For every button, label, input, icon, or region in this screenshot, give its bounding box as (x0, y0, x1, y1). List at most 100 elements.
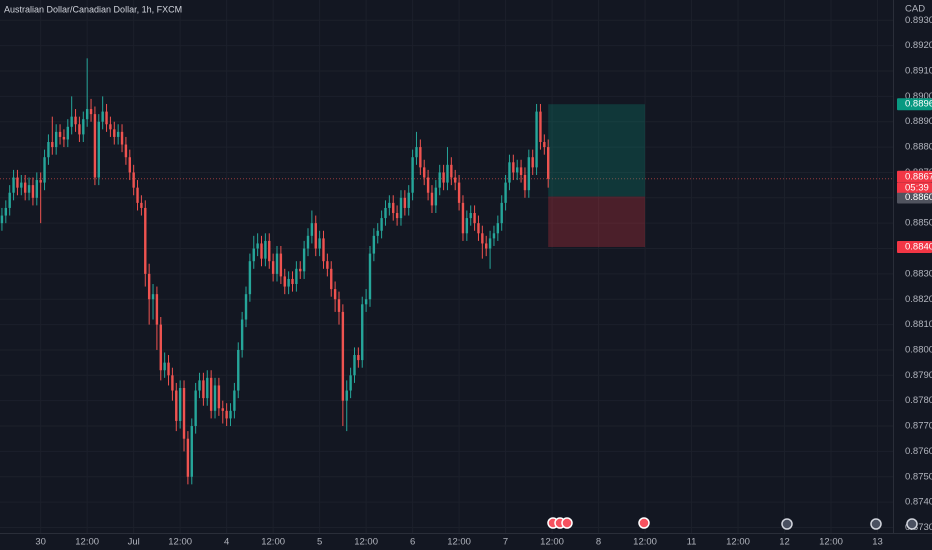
x-tick-label: 12:00 (75, 537, 99, 548)
candle-body (349, 375, 352, 391)
candle-body (31, 185, 35, 198)
x-tick-label: 8 (596, 537, 601, 548)
candle-body (198, 380, 201, 391)
candle-body (233, 390, 236, 411)
candle-body (271, 261, 275, 274)
candle-body (361, 304, 364, 361)
event-icon[interactable] (638, 517, 650, 529)
x-tick-label: 12:00 (354, 537, 378, 548)
candle-body (481, 233, 484, 244)
candle-body (357, 355, 360, 361)
candle-body (535, 111, 538, 168)
candle-body (275, 253, 279, 274)
price-label-bg (897, 170, 932, 183)
candle-body (58, 131, 62, 137)
candle-body (124, 144, 128, 158)
position-tool[interactable] (548, 104, 646, 247)
candle-body (62, 136, 66, 140)
candle-body (485, 243, 488, 249)
candle-body (442, 172, 445, 183)
candle-body (206, 377, 209, 399)
candle-body (248, 261, 252, 295)
y-axis-label: CAD (905, 4, 925, 15)
candle-body (461, 202, 465, 234)
candle-body (512, 162, 515, 173)
x-tick-label: 12:00 (168, 537, 192, 548)
event-icon[interactable] (906, 518, 918, 530)
candle-body (256, 243, 259, 249)
candle-body (504, 182, 507, 203)
x-tick-label: 12:00 (261, 537, 285, 548)
candle-body (469, 213, 472, 219)
candle-body (500, 202, 503, 224)
y-tick-label: 0.87400 (905, 497, 932, 508)
candle-body (419, 147, 422, 168)
candle-body (299, 268, 302, 272)
x-tick-label: 12:00 (447, 537, 471, 548)
candle-body (345, 390, 348, 401)
candle-body (539, 111, 542, 143)
candle-body (101, 111, 104, 122)
candle-body (51, 142, 54, 148)
x-tick-label: 12:00 (819, 537, 843, 548)
candle-body (488, 238, 492, 249)
x-tick-label: 12 (779, 537, 790, 548)
x-tick-label: 5 (317, 537, 322, 548)
candle-body (202, 380, 205, 399)
candle-body (194, 390, 197, 427)
candle-body (113, 129, 116, 137)
candle-body (252, 248, 255, 262)
candle-body (430, 192, 434, 206)
event-icon[interactable] (561, 517, 573, 529)
x-tick-label: 12:00 (726, 537, 750, 548)
candle-body (163, 362, 166, 371)
event-icons[interactable] (547, 517, 918, 530)
candles (0, 58, 550, 485)
candle-body (209, 377, 213, 411)
candle-body (217, 385, 221, 409)
event-icon[interactable] (781, 518, 793, 530)
candle-body (388, 202, 391, 208)
candle-body (20, 182, 23, 188)
candle-body (35, 180, 39, 198)
x-tick-label: 13 (872, 537, 883, 548)
x-tick-label: Jul (128, 537, 140, 548)
candle-body (450, 164, 453, 178)
candle-body (12, 177, 15, 193)
candle-body (132, 172, 135, 188)
x-tick-label: 12:00 (540, 537, 564, 548)
event-icon[interactable] (870, 518, 882, 530)
candle-body (519, 167, 523, 175)
x-tick-label: 30 (35, 537, 46, 548)
candle-body (136, 187, 139, 203)
candle-body (426, 177, 430, 193)
stop-zone (548, 196, 646, 247)
candle-body (330, 268, 333, 290)
candle-body (120, 131, 124, 145)
candle-body (376, 230, 379, 236)
candle-body (167, 362, 170, 376)
candle-body (415, 147, 418, 158)
candle-body (260, 243, 263, 259)
candle-body (116, 131, 120, 137)
candle-body (465, 218, 469, 234)
candle-body (186, 438, 190, 477)
candle-body (523, 174, 527, 191)
candle-body (310, 223, 314, 236)
candle-body (318, 238, 321, 249)
x-tick-label: 6 (410, 537, 415, 548)
candle-body (314, 223, 317, 249)
candle-body (82, 119, 85, 135)
chart-title: Australian Dollar/Canadian Dollar, 1h, F… (4, 4, 182, 14)
candle-body (457, 182, 461, 203)
